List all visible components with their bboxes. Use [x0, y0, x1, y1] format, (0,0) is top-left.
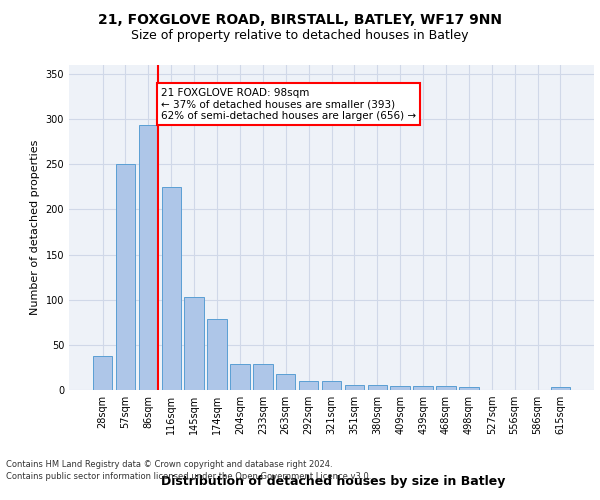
Bar: [139, 126, 158, 390]
Bar: [322, 381, 341, 390]
Text: Size of property relative to detached houses in Batley: Size of property relative to detached ho…: [131, 29, 469, 42]
Bar: [276, 374, 295, 390]
Bar: [161, 187, 181, 390]
Bar: [116, 164, 135, 390]
Bar: [184, 297, 204, 390]
Y-axis label: Number of detached properties: Number of detached properties: [30, 140, 40, 315]
Text: 21, FOXGLOVE ROAD, BIRSTALL, BATLEY, WF17 9NN: 21, FOXGLOVE ROAD, BIRSTALL, BATLEY, WF1…: [98, 12, 502, 26]
Bar: [413, 386, 433, 390]
Bar: [299, 381, 319, 390]
Bar: [436, 386, 455, 390]
Bar: [391, 386, 410, 390]
Bar: [344, 386, 364, 390]
Text: Contains public sector information licensed under the Open Government Licence v3: Contains public sector information licen…: [6, 472, 371, 481]
Bar: [368, 386, 387, 390]
Text: 21 FOXGLOVE ROAD: 98sqm
← 37% of detached houses are smaller (393)
62% of semi-d: 21 FOXGLOVE ROAD: 98sqm ← 37% of detache…: [161, 88, 416, 121]
Bar: [551, 388, 570, 390]
Bar: [93, 356, 112, 390]
Bar: [459, 388, 479, 390]
Bar: [253, 364, 272, 390]
Text: Contains HM Land Registry data © Crown copyright and database right 2024.: Contains HM Land Registry data © Crown c…: [6, 460, 332, 469]
Text: Distribution of detached houses by size in Batley: Distribution of detached houses by size …: [161, 474, 505, 488]
Bar: [208, 318, 227, 390]
Bar: [230, 364, 250, 390]
